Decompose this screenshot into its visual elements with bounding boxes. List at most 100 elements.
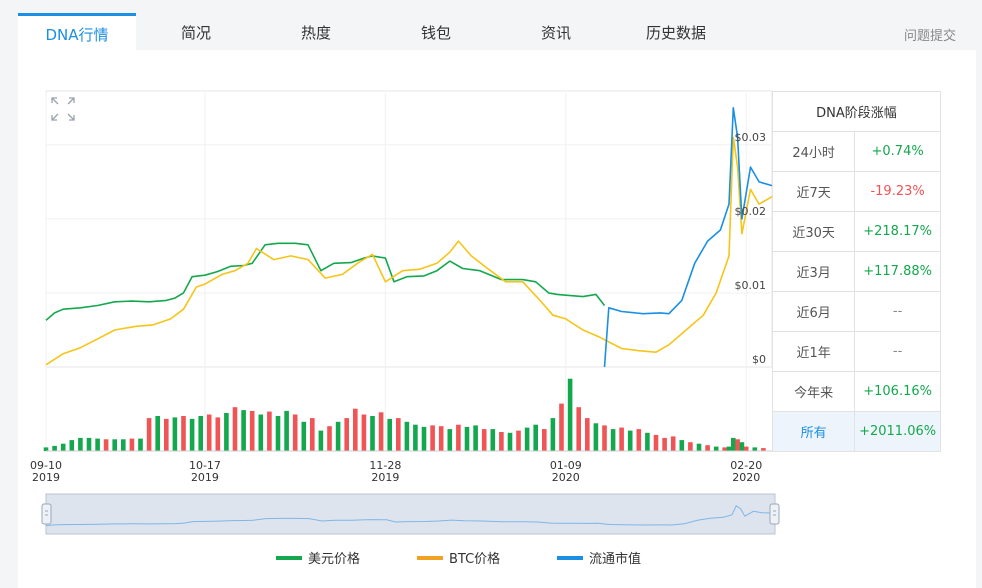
tab-dna-market[interactable]: DNA行情 [18,13,136,53]
volume-bar [249,410,255,452]
stats-row: 今年来 +106.16% [771,371,941,412]
legend-label: 美元价格 [308,552,361,567]
volume-bar [413,424,418,451]
volume-bar [138,438,143,451]
volume-bar [189,418,195,451]
volume-bar [146,418,152,451]
volume-bar [378,412,384,451]
legend-market-cap[interactable]: 流通市值 [557,548,641,567]
x-axis-labels: 09-10201910-17201911-28201901-09202002-2… [30,459,762,484]
volume-bar [576,407,581,451]
volume-bar [688,442,693,451]
volume-bar [507,432,513,452]
volume-bar [344,418,349,451]
tab-bar: DNA行情 简况 热度 钱包 资讯 历史数据 问题提交 [0,0,982,53]
volume-bar [739,442,745,451]
volume-bar [735,439,740,451]
volume-bar [670,436,676,451]
tab-news[interactable]: 资讯 [540,24,571,42]
volume-bar [593,423,599,451]
stats-value: +2011.06% [854,411,941,452]
volume-bar [60,443,66,451]
volume-bar [318,430,324,451]
tab-overview[interactable]: 简况 [180,24,211,42]
y-tick-label: $0.02 [735,205,767,218]
stats-label: 近7天 [771,171,856,212]
chart-legend: 美元价格 BTC价格 流通市值 [0,548,982,568]
zoom-navigator[interactable] [41,493,780,535]
volume-bar [761,448,766,451]
stats-value: -19.23% [854,171,941,212]
volume-bar [327,426,332,451]
stats-label[interactable]: 所有 [771,411,856,452]
tab-popularity[interactable]: 热度 [300,24,331,42]
volume-bar [722,447,727,452]
x-tick-label: 09-10 [30,459,62,472]
expand-arrows-icon[interactable] [51,97,75,121]
stats-value: +218.17% [854,211,941,252]
volume-bar [181,416,186,451]
tab-wallet[interactable]: 钱包 [420,24,451,42]
x-tick-label: 10-17 [189,459,221,472]
stats-label: 近30天 [771,211,856,252]
x-tick-label: 02-20 [730,459,762,472]
volume-bar [267,411,272,451]
y-tick-label: $0.01 [735,279,767,292]
volume-bar [335,421,341,451]
volume-bar [619,427,624,451]
series-line-1 [45,136,773,366]
volume-bar [215,417,221,451]
volume-bar [258,414,264,451]
stats-value: +0.74% [854,131,941,172]
legend-usd-price[interactable]: 美元价格 [276,548,360,567]
volume-bar [129,438,135,451]
legend-btc-price[interactable]: BTC价格 [417,548,500,567]
stats-value: -- [854,331,941,372]
volume-bar [421,426,427,451]
volume-bar [559,403,564,452]
volume-bar [155,416,160,451]
volume-bar [662,437,667,451]
volume-bar [438,426,444,451]
tab-history[interactable]: 历史数据 [645,24,706,42]
volume-bar [653,434,659,451]
navigator-line [45,505,776,527]
volume-bar [585,418,590,451]
stats-value: +106.16% [854,371,941,412]
volume-bar [164,418,169,451]
navigator-left-handle[interactable] [41,503,52,525]
volume-bar [430,425,435,451]
stats-row-selected[interactable]: 所有 +2011.06% [771,411,941,452]
stats-row: 近30天 +218.17% [771,211,941,252]
volume-bar [361,414,367,451]
legend-swatch [276,555,302,560]
volume-bar [198,416,203,451]
x-tick-year: 2019 [371,471,399,484]
volume-bar [447,429,453,451]
volume-bar [731,437,736,451]
volume-bar [78,437,83,451]
stats-label: 近3月 [771,251,856,292]
volume-bar [679,440,685,451]
volume-bar [524,427,530,451]
y-axis-labels: $0 $0.01 $0.02 $0.03 [735,131,767,366]
volume-bar [602,425,607,451]
x-tick-label: 01-09 [550,459,582,472]
volume-bar [284,410,289,452]
stats-row: 近1年 -- [771,331,941,372]
volume-bar [232,407,238,451]
volume-bar [456,424,461,451]
volume-bar [275,416,281,451]
stats-value: +117.88% [854,251,941,292]
submit-question-link[interactable]: 问题提交 [903,29,956,44]
x-tick-year: 2020 [732,471,760,484]
volume-bar [396,418,401,451]
volume-bar [52,445,57,451]
legend-swatch [557,555,583,560]
series-line-2 [603,107,773,368]
stats-title: DNA阶段涨幅 [772,91,941,132]
navigator-right-handle[interactable] [769,503,780,525]
volume-bar [490,429,496,451]
volume-bar [645,432,650,452]
